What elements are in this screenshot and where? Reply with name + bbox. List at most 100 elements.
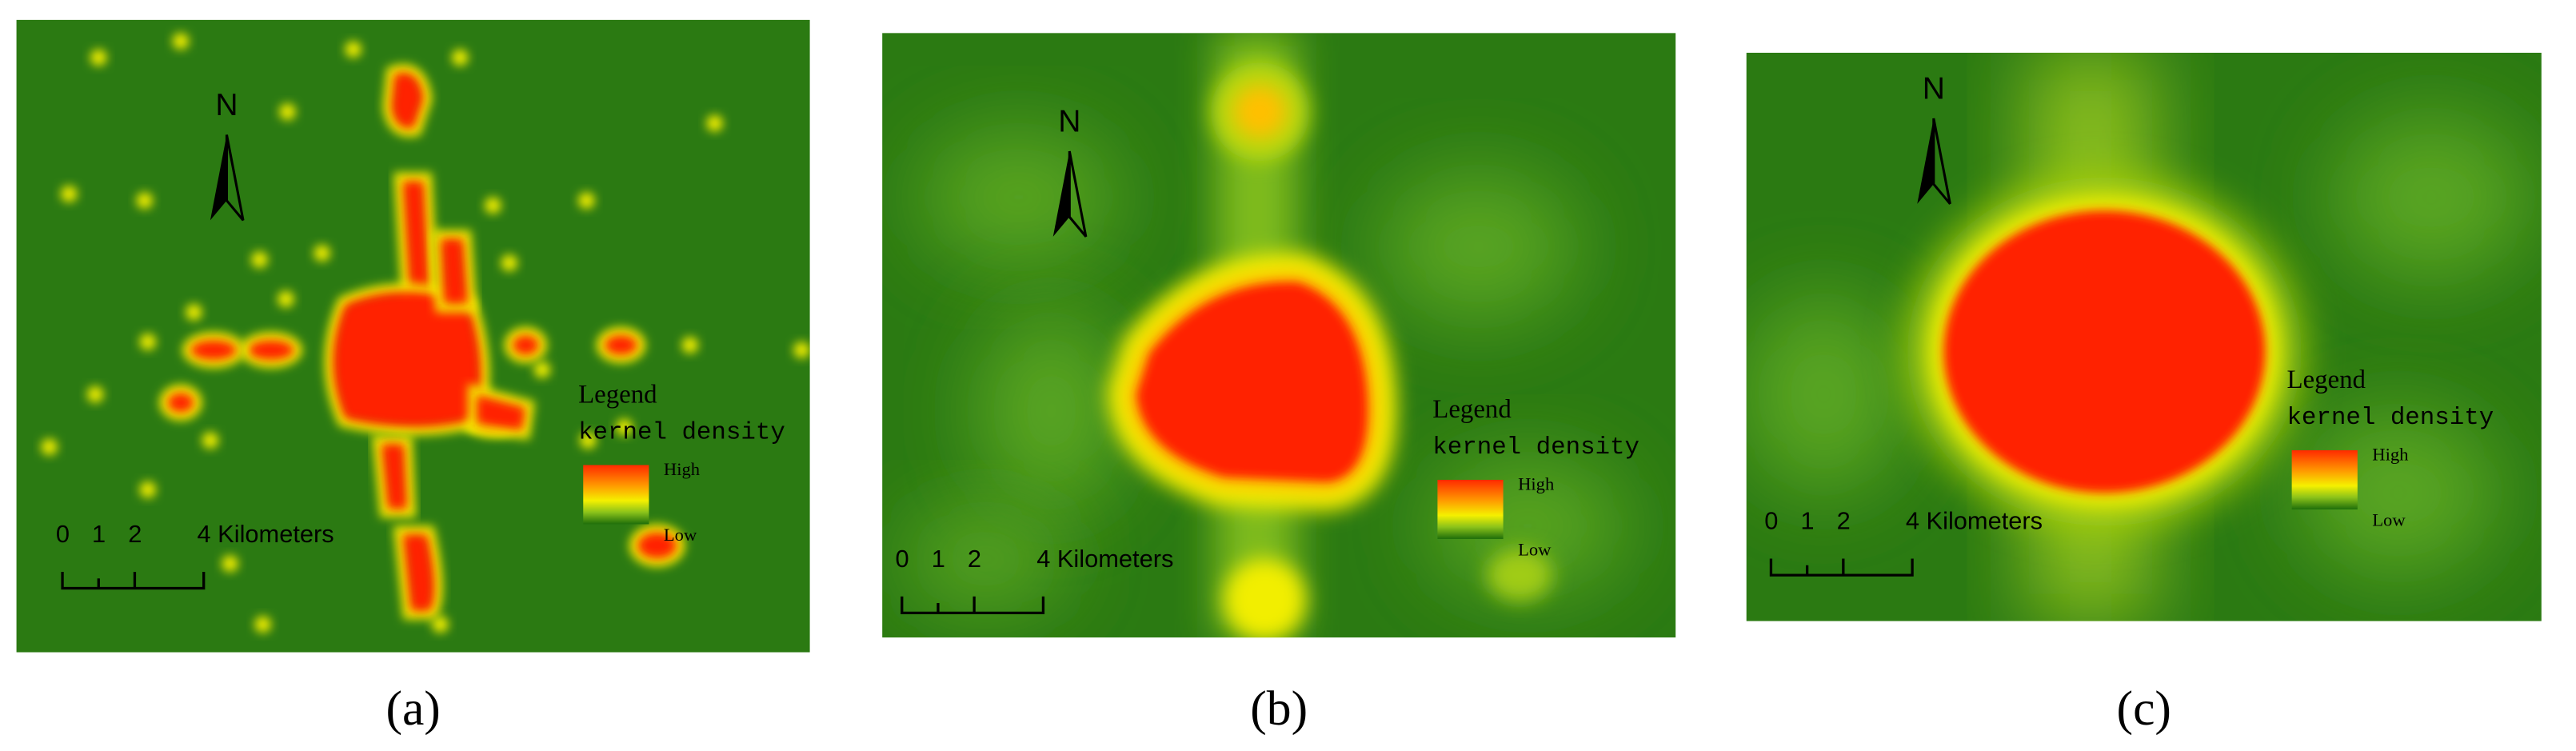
- scale-label: 0: [896, 545, 909, 573]
- legend-ramp: [1437, 479, 1504, 539]
- north-label: N: [215, 88, 238, 122]
- scale-label: 1: [92, 520, 106, 548]
- density-spot: [533, 362, 551, 378]
- panel-label: (b): [1250, 681, 1308, 736]
- map-panel: N Legend kernel density High Low 0 1 2 4 Kilomet…: [16, 19, 810, 736]
- density-core: [1943, 210, 2266, 493]
- scale-bar: [901, 596, 1045, 614]
- map-surface: [882, 33, 1676, 638]
- map-surface: [16, 19, 810, 653]
- density-core: [604, 335, 638, 355]
- map-surface: [1746, 52, 2542, 621]
- north-label: N: [1058, 104, 1080, 138]
- density-spot: [793, 342, 810, 358]
- density-spot: [172, 33, 190, 50]
- legend-subtitle: kernel density: [578, 419, 785, 447]
- density-spot: [706, 114, 723, 132]
- legend-high: High: [2372, 444, 2408, 464]
- density-haze: [977, 312, 1126, 509]
- legend-subtitle: kernel density: [1432, 433, 1639, 461]
- density-core: [248, 340, 294, 360]
- density-spot: [1487, 549, 1553, 601]
- scale-bar: [1769, 558, 1914, 577]
- density-spot: [279, 103, 296, 121]
- north-arrow: [1932, 118, 1951, 205]
- legend-title: Legend: [1432, 395, 1512, 424]
- legend-low: Low: [2372, 509, 2406, 529]
- legend-low: Low: [1518, 539, 1552, 559]
- density-spot: [580, 432, 597, 449]
- density-spot: [616, 418, 633, 436]
- density-spot: [681, 337, 699, 354]
- legend-title: Legend: [2286, 366, 2366, 394]
- north-label: N: [1923, 71, 1945, 106]
- scale-label: 2: [968, 545, 981, 573]
- legend-low: Low: [664, 525, 697, 545]
- density-core: [440, 238, 469, 305]
- density-spot: [86, 385, 104, 403]
- density-spot: [202, 432, 219, 449]
- density-core: [332, 291, 481, 428]
- north-arrow: [225, 134, 245, 222]
- density-spot: [90, 49, 107, 66]
- density-core: [381, 443, 408, 509]
- density-spot: [254, 616, 271, 633]
- density-core: [637, 532, 677, 559]
- scale-bar: [61, 571, 206, 590]
- density-spot: [314, 245, 330, 262]
- density-spot: [139, 334, 157, 350]
- scale-label: 0: [56, 520, 70, 548]
- density-haze: [1380, 172, 1578, 321]
- density-haze: [903, 509, 1068, 609]
- scale-label: 4 Kilometers: [198, 520, 334, 548]
- panel-label: (a): [385, 681, 440, 736]
- panel-label: (c): [2117, 681, 2171, 736]
- density-spot: [345, 41, 361, 58]
- density-spot: [139, 481, 157, 498]
- density-core: [167, 393, 194, 413]
- scale-label: 2: [1837, 507, 1851, 535]
- scale-label: 2: [128, 520, 142, 548]
- density-spot: [501, 254, 518, 272]
- density-core: [512, 335, 539, 355]
- scale-label: 0: [1764, 507, 1778, 535]
- density-spot: [41, 438, 58, 456]
- legend-ramp: [2291, 449, 2358, 509]
- density-core: [402, 181, 431, 313]
- density-spot: [136, 192, 154, 209]
- density-spot: [1233, 85, 1287, 138]
- density-spot: [432, 616, 449, 633]
- density-spot: [578, 192, 595, 209]
- density-core: [476, 394, 526, 431]
- density-core: [402, 533, 435, 612]
- legend-high: High: [664, 459, 700, 479]
- north-arrow: [1068, 150, 1088, 238]
- density-core: [190, 340, 237, 360]
- density-spot: [222, 555, 238, 572]
- density-spot: [186, 304, 202, 321]
- density-haze: [2332, 114, 2530, 280]
- legend-title: Legend: [578, 380, 657, 409]
- legend-ramp: [583, 465, 649, 525]
- density-spot: [278, 290, 294, 308]
- density-spot: [61, 186, 78, 202]
- density-haze: [1746, 295, 1906, 493]
- scale-label: 1: [932, 545, 945, 573]
- density-spot: [451, 49, 469, 66]
- density-spot: [251, 251, 268, 268]
- map-panel: N Legend kernel density High Low 0 1 2 4 Kilomet…: [1746, 52, 2542, 736]
- density-core: [390, 72, 424, 129]
- north-arrow: [1917, 118, 1934, 204]
- density-spot: [1224, 558, 1307, 638]
- density-core: [1136, 282, 1368, 481]
- scale-label: 1: [1800, 507, 1814, 535]
- map-panel: N Legend kernel density High Low 0 1 2 4 Kilomet…: [882, 33, 1676, 736]
- scale-label: 4 Kilometers: [1036, 545, 1173, 573]
- legend-subtitle: kernel density: [2286, 404, 2494, 432]
- density-spot: [484, 197, 501, 214]
- density-haze: [920, 131, 1117, 263]
- scale-label: 4 Kilometers: [1906, 507, 2043, 535]
- legend-high: High: [1518, 473, 1554, 493]
